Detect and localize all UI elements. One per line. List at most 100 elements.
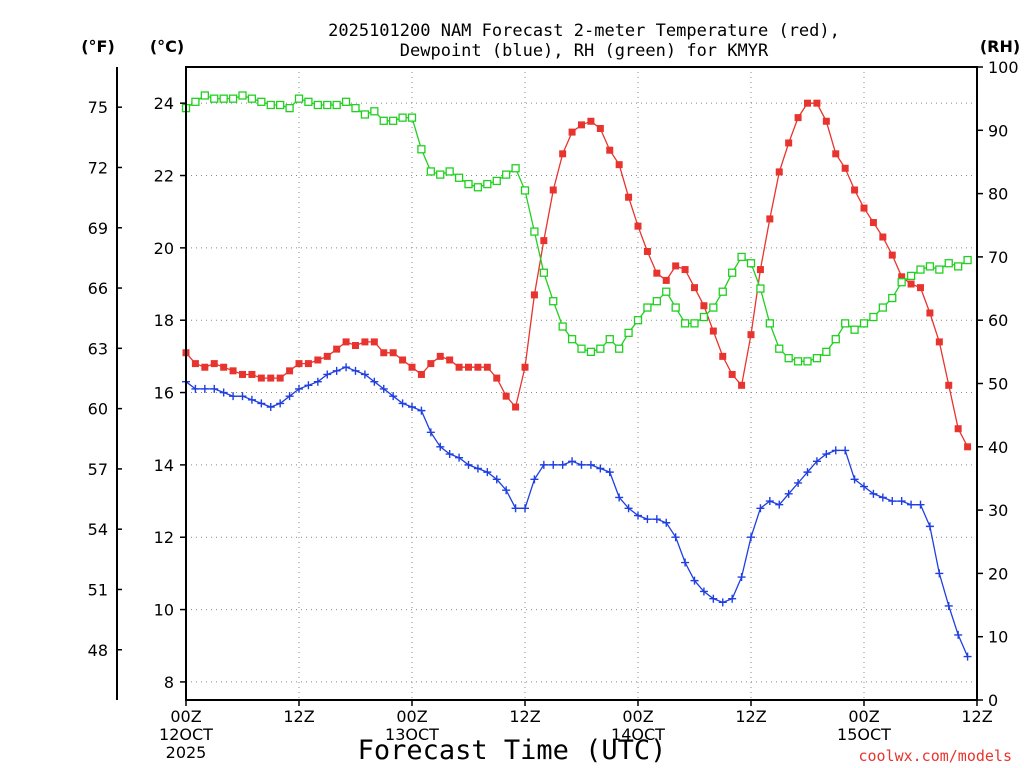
rh-point — [266, 100, 275, 110]
temperature-point — [455, 363, 463, 371]
temperature-point — [239, 370, 246, 378]
dewpoint-point — [596, 464, 605, 473]
rh-point — [690, 319, 699, 328]
fahrenheit-tick-label: 57 — [88, 460, 108, 479]
celsius-tick-label: 20 — [154, 239, 174, 258]
temperature-point — [352, 342, 359, 350]
rh-point — [662, 287, 671, 296]
fahrenheit-tick-label: 54 — [88, 520, 108, 539]
rh-point — [323, 100, 332, 110]
rh-point — [483, 179, 492, 189]
rh-point — [633, 316, 643, 325]
dewpoint-point — [737, 573, 746, 582]
rh-point — [718, 287, 727, 296]
temperature-point — [596, 124, 604, 132]
temperature-point — [813, 99, 821, 107]
dewpoint-point — [605, 468, 614, 477]
dewpoint-point — [652, 515, 661, 524]
temperature-point — [879, 233, 887, 241]
x-tick-label: 12Z — [509, 707, 540, 726]
rh-point — [577, 344, 586, 353]
dewpoint-point — [794, 478, 803, 487]
dewpoint-point — [747, 533, 755, 542]
dewpoint-point — [643, 515, 652, 524]
x-tick-label: 12Z — [283, 707, 314, 726]
dewpoint-point — [878, 493, 887, 502]
rh-point — [586, 347, 596, 357]
dewpoint-point — [577, 460, 586, 469]
temperature-point — [625, 193, 633, 201]
temperature-point — [210, 360, 218, 368]
rh-point — [737, 252, 746, 262]
dewpoint-point — [822, 450, 831, 459]
celsius-tick-label: 22 — [154, 167, 174, 186]
rh-point — [389, 116, 398, 125]
temperature-point — [709, 327, 717, 335]
temperature-point — [380, 349, 388, 357]
rh-point — [699, 312, 709, 322]
temperature-point — [672, 262, 680, 270]
temperature-point — [804, 99, 811, 107]
dewpoint-point — [925, 522, 934, 531]
temperature-point — [568, 128, 576, 136]
rh-point — [850, 325, 859, 334]
x-tick-sublabel: 14OCT — [611, 725, 665, 744]
dewpoint-point — [756, 504, 765, 513]
temperature-point — [191, 360, 199, 368]
dewpoint-point — [483, 468, 492, 477]
temperature-point — [446, 356, 454, 364]
rh-point — [671, 303, 680, 312]
series-group — [181, 91, 972, 661]
rh-point — [530, 227, 539, 236]
fahrenheit-tick-label: 51 — [88, 580, 108, 599]
dewpoint-point — [558, 460, 567, 469]
temperature-point — [248, 370, 256, 378]
temperature-point — [794, 114, 802, 122]
dewpoint-point — [690, 576, 699, 585]
dewpoint-point — [841, 446, 850, 455]
dewpoint-point — [916, 500, 925, 509]
rh-point — [332, 100, 341, 110]
series-line — [185, 94, 968, 362]
dewpoint-point — [897, 497, 906, 506]
dewpoint-point — [850, 475, 859, 484]
temperature-point — [832, 150, 840, 158]
rh-axis-label: (RH) — [980, 37, 1020, 56]
temperature-point — [276, 374, 284, 382]
rh-point — [916, 265, 925, 274]
dewpoint-point — [285, 392, 294, 401]
temperature-point — [907, 280, 915, 288]
rh-point — [680, 319, 690, 328]
temperature-point — [719, 352, 727, 360]
temperature-point — [700, 302, 708, 310]
temperature-point — [851, 186, 859, 194]
temperature-point — [201, 363, 209, 371]
dewpoint-point — [436, 442, 445, 451]
temperature-point — [747, 331, 755, 339]
rh-point — [294, 94, 304, 103]
rh-point — [822, 347, 831, 357]
x-tick-label: 00Z — [622, 707, 653, 726]
dewpoint-point — [492, 475, 501, 484]
rh-tick-label: 20 — [988, 564, 1008, 583]
dewpoint-point — [323, 370, 332, 379]
rh-point — [210, 94, 219, 103]
dewpoint-point — [954, 630, 963, 639]
dewpoint-point — [944, 601, 953, 610]
dewpoint-point — [615, 493, 624, 502]
dewpoint-point — [812, 457, 821, 466]
x-tick-sublabel: 2025 — [166, 743, 207, 762]
rh-point — [436, 170, 445, 179]
rh-point — [407, 113, 417, 122]
rh-point — [746, 259, 756, 268]
rh-point — [285, 103, 294, 113]
temperature-point — [766, 215, 774, 223]
temperature-point — [559, 150, 567, 158]
temperature-point — [512, 403, 520, 411]
rh-point — [897, 278, 906, 287]
rh-point — [558, 322, 567, 331]
fahrenheit-tick-label: 48 — [88, 641, 108, 660]
celsius-tick-label: 14 — [154, 456, 174, 475]
temperature-point — [615, 161, 623, 169]
dewpoint-point — [624, 504, 633, 513]
